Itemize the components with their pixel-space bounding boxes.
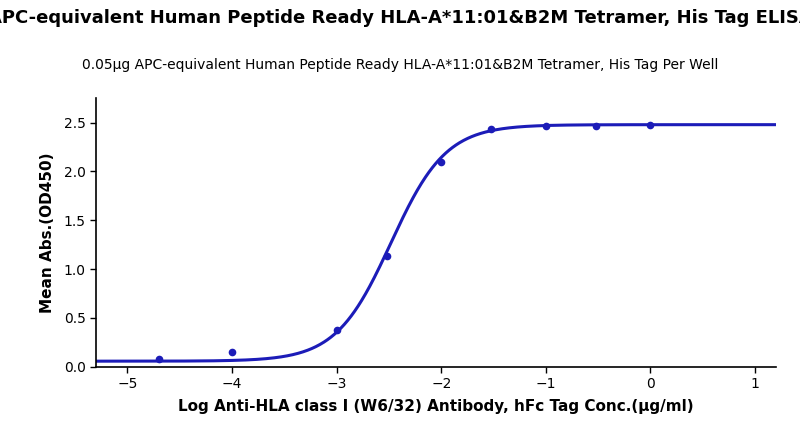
X-axis label: Log Anti-HLA class I (W6/32) Antibody, hFc Tag Conc.(μg/ml): Log Anti-HLA class I (W6/32) Antibody, h… xyxy=(178,399,694,414)
Text: 0.05μg APC-equivalent Human Peptide Ready HLA-A*11:01&B2M Tetramer, His Tag Per : 0.05μg APC-equivalent Human Peptide Read… xyxy=(82,58,718,72)
Text: APC-equivalent Human Peptide Ready HLA-A*11:01&B2M Tetramer, His Tag ELISA: APC-equivalent Human Peptide Ready HLA-A… xyxy=(0,9,800,27)
Y-axis label: Mean Abs.(OD450): Mean Abs.(OD450) xyxy=(40,152,55,313)
